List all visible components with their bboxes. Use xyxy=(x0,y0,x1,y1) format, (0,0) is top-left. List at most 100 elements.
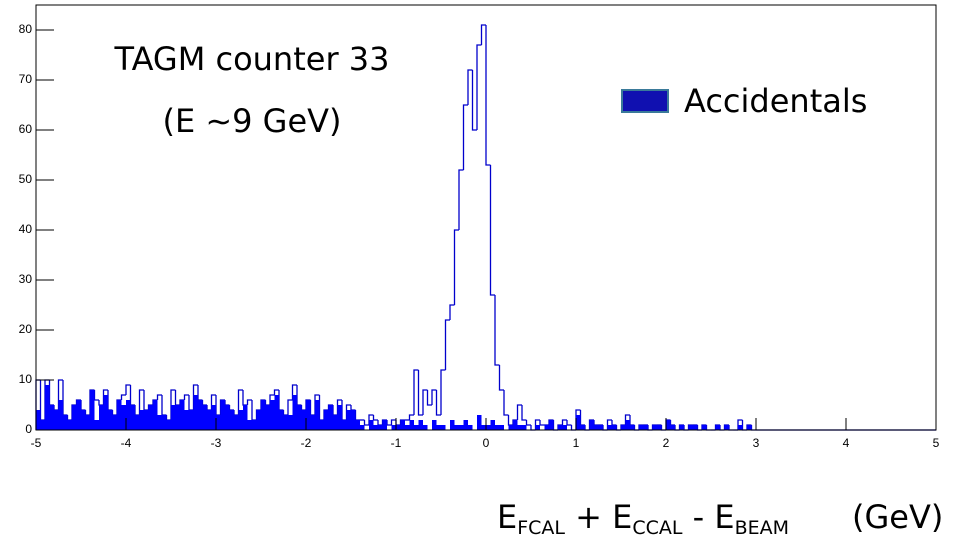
histogram-bar xyxy=(306,400,311,430)
histogram-bar xyxy=(103,395,108,430)
histogram-bar xyxy=(558,425,563,430)
histogram-bar xyxy=(202,405,207,430)
x-label-subscript: CCAL xyxy=(632,517,683,539)
histogram-bar xyxy=(679,425,684,430)
histogram-bar xyxy=(355,420,360,430)
histogram-bar xyxy=(612,425,617,430)
histogram-bar xyxy=(454,425,459,430)
histogram-bar xyxy=(396,425,401,430)
histogram-step xyxy=(125,384,131,395)
histogram-bar xyxy=(153,400,158,430)
histogram-step xyxy=(287,399,293,415)
y-tick-label: 50 xyxy=(19,172,33,186)
histogram-bar xyxy=(292,395,297,430)
x-label-subscript: FCAL xyxy=(517,517,565,539)
x-axis-unit: (GeV) xyxy=(852,498,943,536)
histogram-bar xyxy=(45,385,50,430)
histogram-bar xyxy=(481,425,486,430)
histogram-bar xyxy=(549,420,554,430)
histogram-bar xyxy=(81,410,86,430)
histogram-bar xyxy=(94,420,99,430)
histogram-step xyxy=(453,229,459,305)
y-tick-label: 80 xyxy=(19,22,33,36)
histogram-step xyxy=(138,389,144,415)
histogram-step xyxy=(183,394,189,400)
histogram-bar xyxy=(333,415,338,430)
histogram-bar xyxy=(351,410,356,430)
histogram-bar xyxy=(715,425,720,430)
histogram-bar xyxy=(495,425,500,430)
histogram-bar xyxy=(225,405,230,430)
x-label-part: + E xyxy=(565,498,632,536)
histogram-bar xyxy=(76,400,81,430)
histogram-bar xyxy=(747,425,752,430)
x-label-subscript: BEAM xyxy=(735,517,789,539)
histogram-bar xyxy=(180,400,185,430)
histogram-bar xyxy=(274,395,279,430)
histogram-bar xyxy=(301,410,306,430)
histogram-step xyxy=(485,25,491,166)
histogram-bar xyxy=(243,405,248,430)
histogram-bar xyxy=(247,420,252,430)
histogram-bar xyxy=(252,420,257,430)
histogram-bar xyxy=(279,410,284,430)
histogram-bar xyxy=(54,410,59,430)
x-tick-label: -3 xyxy=(211,436,222,450)
histogram-bar xyxy=(576,415,581,430)
histogram-step xyxy=(444,319,450,370)
histogram-step xyxy=(494,295,500,366)
histogram-bar xyxy=(738,425,743,430)
histogram-step xyxy=(246,399,252,405)
histogram-step xyxy=(561,419,567,425)
histogram-bar xyxy=(666,420,671,430)
histogram-bar xyxy=(67,420,72,430)
histogram-bar xyxy=(117,400,122,430)
y-tick-label: 0 xyxy=(25,422,32,436)
histogram-bar xyxy=(643,425,648,430)
histogram-bar xyxy=(184,410,189,430)
histogram-bar xyxy=(63,415,68,430)
histogram-bar xyxy=(544,425,549,430)
histogram-bar xyxy=(315,400,320,430)
histogram-bar xyxy=(49,405,54,430)
histogram-bar xyxy=(382,420,387,430)
histogram-bar xyxy=(477,415,482,430)
histogram-bar xyxy=(441,425,446,430)
histogram-bar xyxy=(409,420,414,430)
histogram-step xyxy=(431,389,437,405)
legend-label: Accidentals xyxy=(684,82,867,120)
histogram-bar xyxy=(36,410,41,430)
histogram-bar xyxy=(238,410,243,430)
histogram-bar xyxy=(261,400,266,430)
histogram-bar xyxy=(139,410,144,430)
histogram-bar xyxy=(436,425,441,430)
histogram-bar xyxy=(630,425,635,430)
histogram-bar xyxy=(265,405,270,430)
histogram-bar xyxy=(144,410,149,430)
histogram-bar xyxy=(256,410,261,430)
histogram-step xyxy=(435,390,441,416)
histogram-step xyxy=(503,390,509,416)
x-tick-label: 4 xyxy=(843,436,850,450)
histogram-bar xyxy=(193,395,198,430)
histogram-bar xyxy=(373,425,378,430)
x-label-part: E xyxy=(497,498,517,536)
histogram-bar xyxy=(288,415,293,430)
histogram-step xyxy=(471,70,477,131)
histogram-bar xyxy=(324,410,329,430)
histogram-bar xyxy=(391,425,396,430)
x-axis-label: EFCAL + ECCAL - EBEAM xyxy=(497,498,789,539)
histogram-bar xyxy=(693,425,698,430)
histogram-bar xyxy=(513,420,518,430)
histogram-bar xyxy=(270,400,275,430)
histogram-bar xyxy=(234,415,239,430)
histogram-bar xyxy=(688,425,693,430)
histogram-bar xyxy=(90,390,95,430)
histogram-bar xyxy=(319,420,324,430)
y-tick-label: 30 xyxy=(19,272,33,286)
histogram-bar xyxy=(328,405,333,430)
filled-histogram xyxy=(36,385,752,430)
histogram-bar xyxy=(346,410,351,430)
histogram-bar xyxy=(486,425,491,430)
